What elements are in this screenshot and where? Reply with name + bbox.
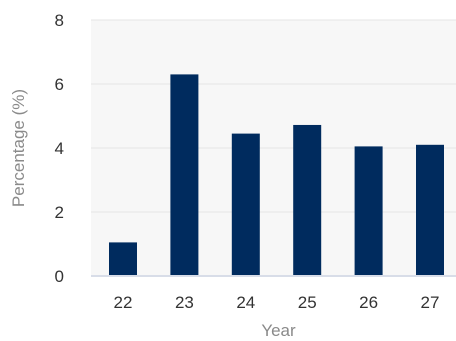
bar-27 bbox=[416, 144, 444, 276]
x-tick-label: 26 bbox=[359, 293, 378, 312]
y-tick-label: 0 bbox=[55, 267, 64, 286]
y-tick-label: 2 bbox=[55, 203, 64, 222]
bar-26 bbox=[354, 146, 383, 276]
y-axis-title: Percentage (%) bbox=[9, 89, 28, 207]
y-tick-label: 4 bbox=[55, 139, 64, 158]
x-tick-labels: 22 23 24 25 26 27 bbox=[114, 293, 440, 312]
x-tick-label: 27 bbox=[421, 293, 440, 312]
y-tick-labels: 0 2 4 6 8 bbox=[55, 11, 64, 286]
bar-25 bbox=[293, 124, 322, 277]
x-axis-title: Year bbox=[261, 321, 296, 340]
bar-22 bbox=[109, 242, 137, 276]
x-tick-label: 22 bbox=[114, 293, 133, 312]
bar-24 bbox=[231, 133, 260, 276]
x-tick-label: 23 bbox=[175, 293, 194, 312]
y-tick-label: 6 bbox=[55, 75, 64, 94]
y-tick-label: 8 bbox=[55, 11, 64, 30]
bar-23 bbox=[170, 74, 199, 277]
x-tick-label: 24 bbox=[236, 293, 255, 312]
bars bbox=[109, 74, 444, 277]
gridlines bbox=[91, 19, 456, 213]
x-tick-label: 25 bbox=[298, 293, 317, 312]
